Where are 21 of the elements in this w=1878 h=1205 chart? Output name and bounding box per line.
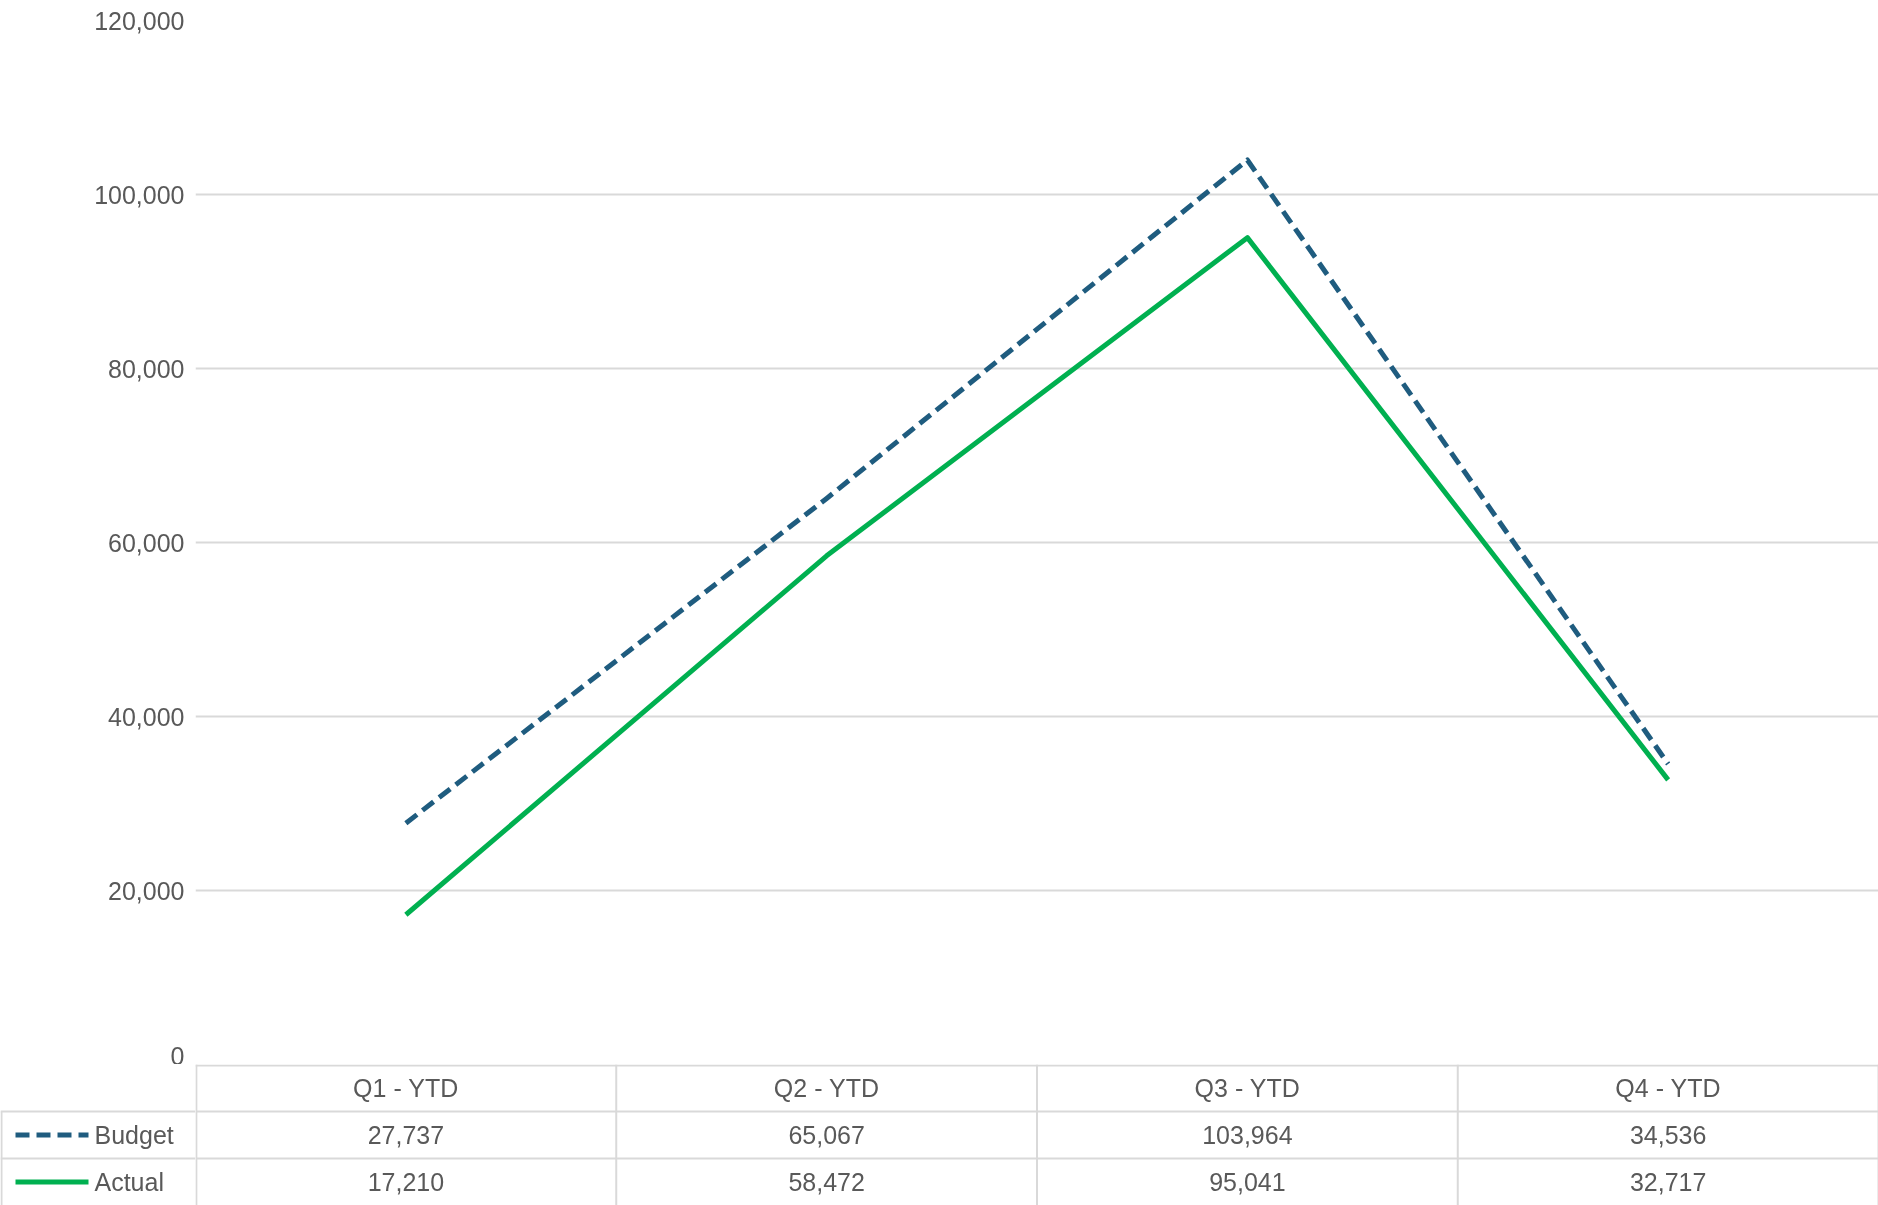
y-tick-label: 120,000 (94, 6, 185, 35)
data-label: 32,717 (1629, 1168, 1707, 1196)
y-tick-label: 0 (170, 1041, 185, 1070)
data-label: 58,472 (788, 1168, 865, 1196)
legend-label: Actual (94, 1168, 164, 1196)
x-tick-label: Q4 - YTD (1615, 1074, 1721, 1102)
data-label: 103,964 (1202, 1121, 1293, 1149)
y-tick-label: 100,000 (94, 180, 185, 209)
data-label: 95,041 (1209, 1168, 1286, 1196)
y-tick-label: 20,000 (108, 876, 185, 905)
data-label: 27,737 (367, 1121, 445, 1149)
data-label: 34,536 (1629, 1121, 1707, 1149)
y-tick-label: 80,000 (108, 354, 185, 383)
x-tick-label: Q2 - YTD (773, 1074, 879, 1102)
data-label: 17,210 (367, 1168, 445, 1196)
x-tick-label: Q3 - YTD (1194, 1074, 1300, 1102)
data-label: 65,067 (788, 1121, 865, 1149)
x-tick-label: Q1 - YTD (353, 1074, 459, 1102)
y-tick-label: 60,000 (108, 528, 185, 557)
legend-label: Budget (94, 1121, 174, 1149)
y-tick-label: 40,000 (108, 702, 185, 731)
